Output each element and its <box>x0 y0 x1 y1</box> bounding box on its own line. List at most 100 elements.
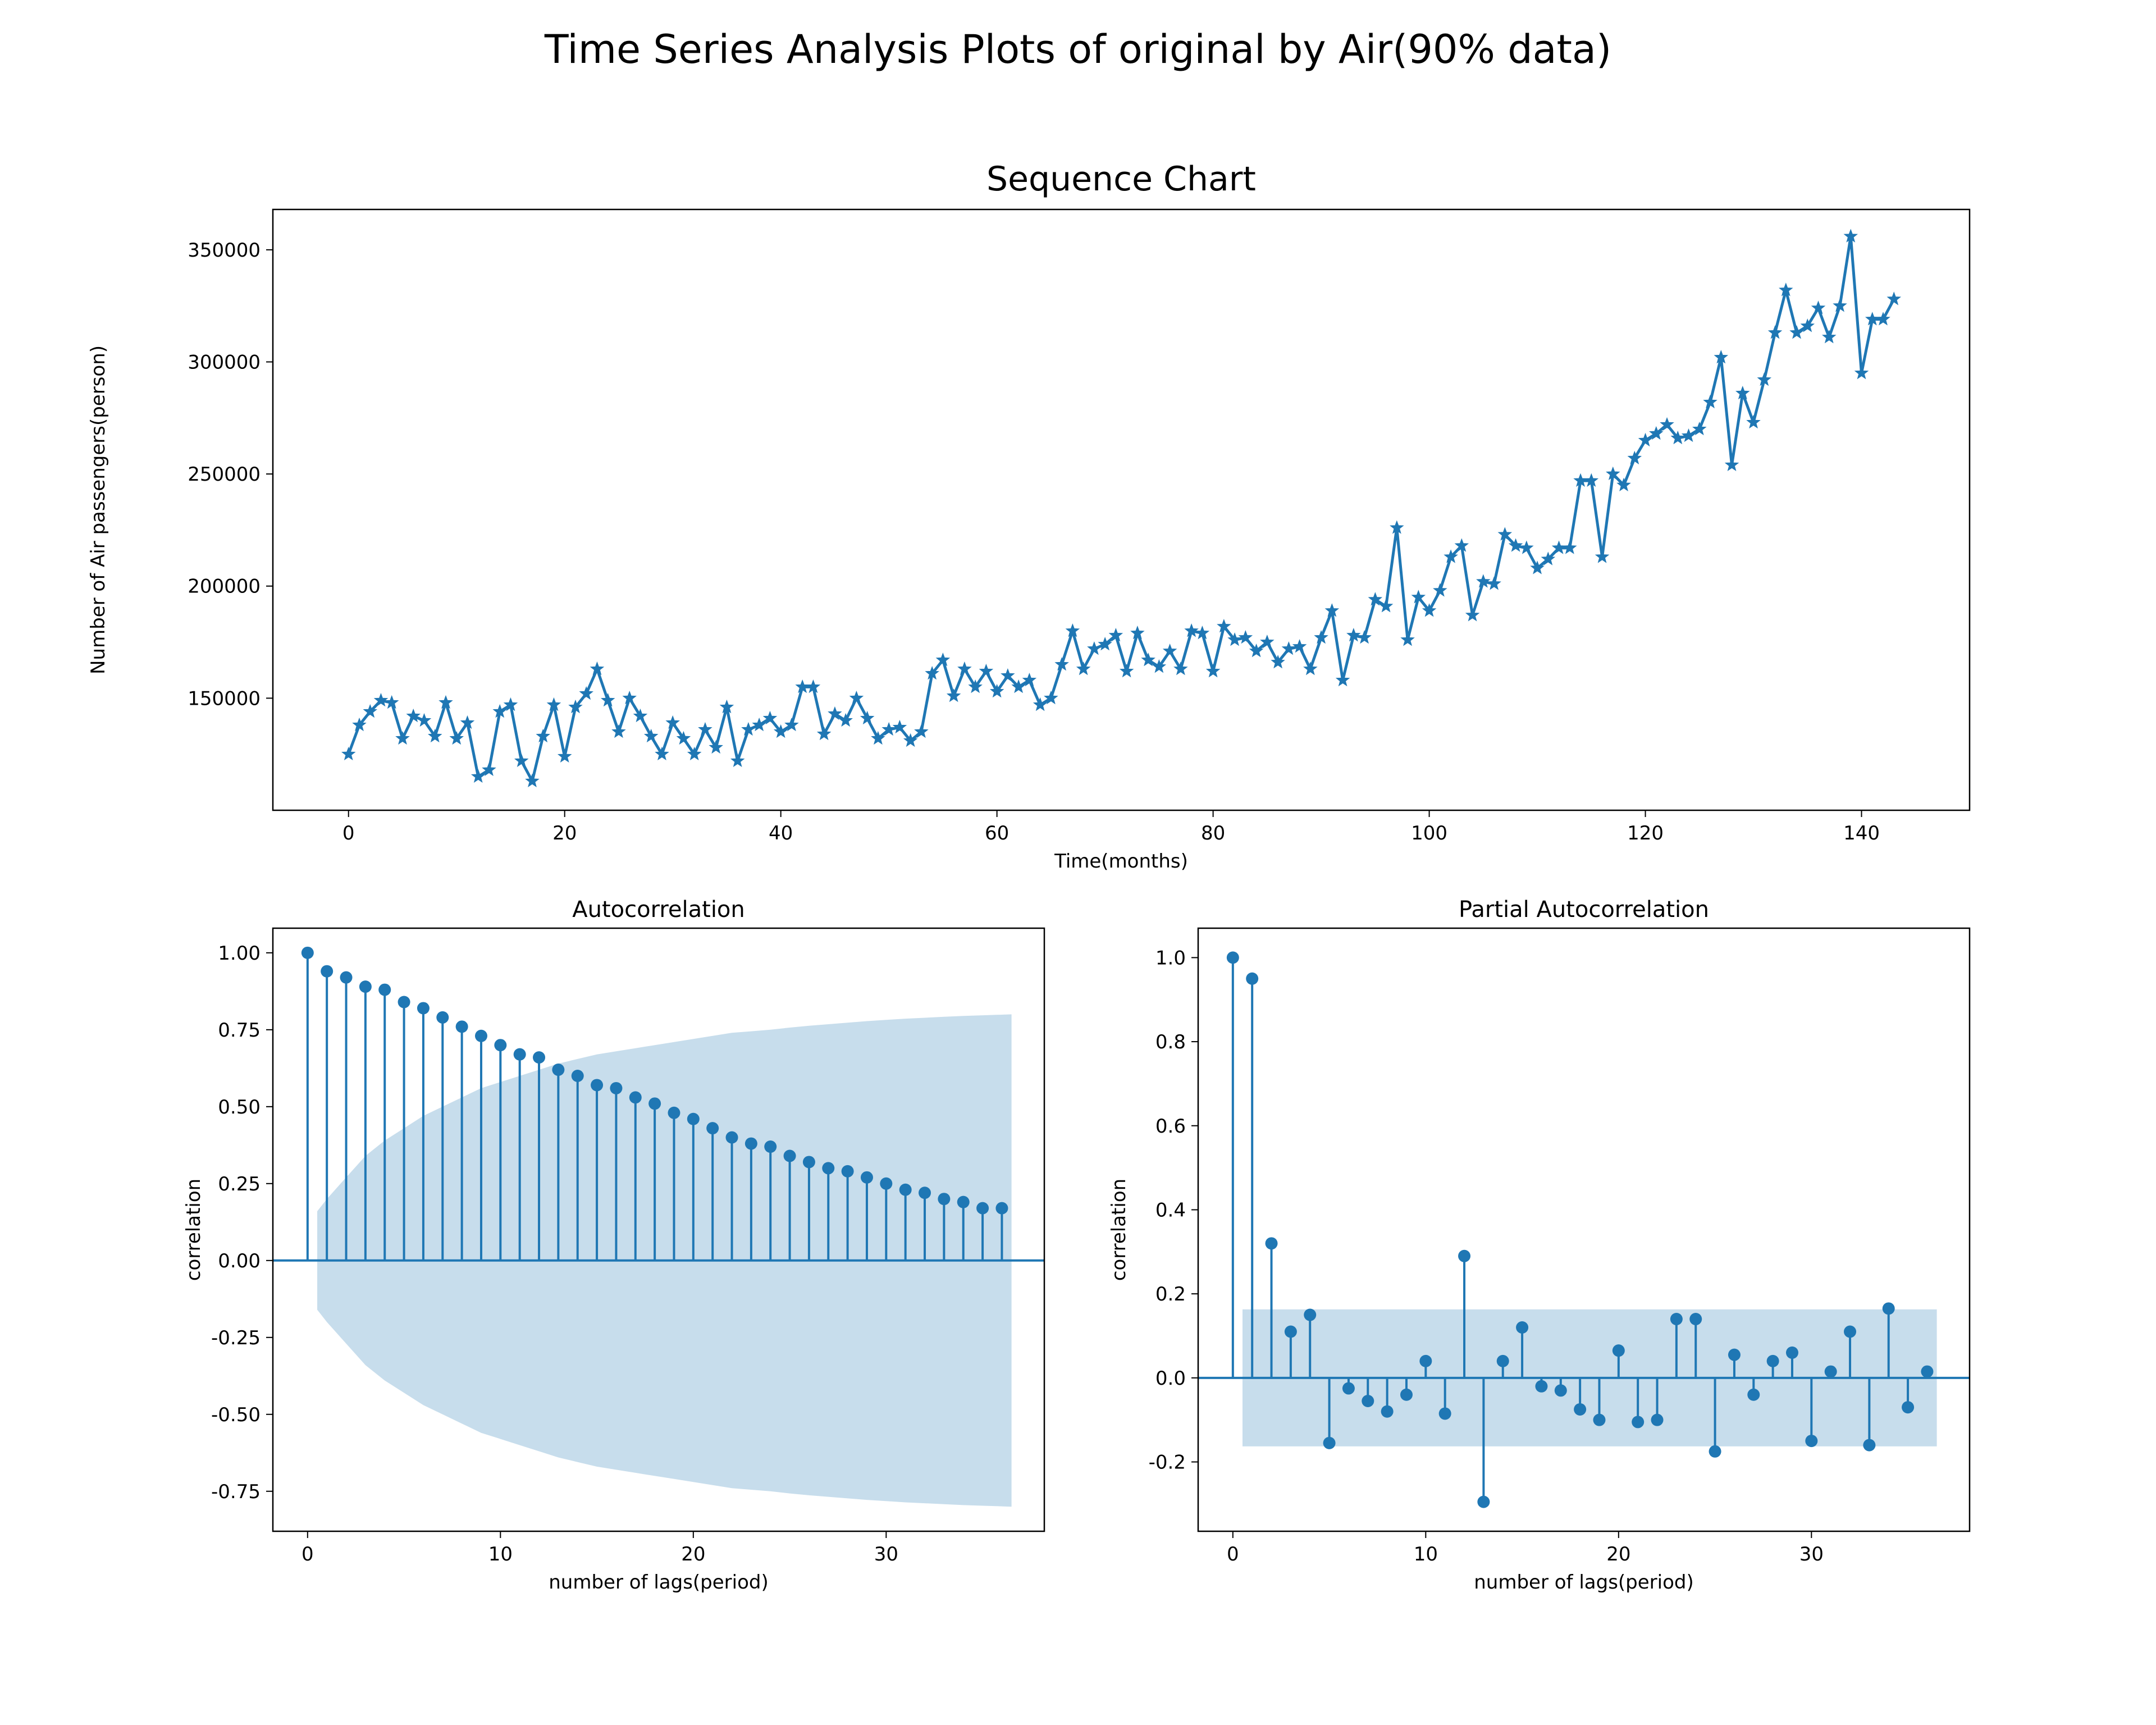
data-point-star <box>536 728 550 743</box>
data-point-star <box>427 728 442 743</box>
stem-marker <box>919 1186 931 1199</box>
stem-marker <box>359 980 372 993</box>
plot-frame <box>272 927 1045 1532</box>
data-point-star <box>1649 426 1664 440</box>
stem-marker <box>1400 1388 1413 1401</box>
data-point-star <box>1260 635 1275 649</box>
y-tick-label: -0.50 <box>211 1404 261 1426</box>
x-tick-label: 100 <box>1411 822 1447 845</box>
stem-marker <box>1554 1384 1567 1397</box>
data-point-star <box>1335 673 1350 687</box>
data-point-star <box>925 666 939 680</box>
stem-marker <box>1362 1394 1374 1407</box>
stem-marker <box>1670 1313 1683 1326</box>
x-tick-label: 0 <box>1227 1543 1239 1566</box>
data-point-star <box>1314 630 1328 644</box>
plot-frame <box>272 208 1971 811</box>
data-point-star <box>1703 394 1718 409</box>
data-point-star <box>503 697 518 711</box>
data-point-star <box>806 679 821 693</box>
data-point-star <box>665 715 680 729</box>
data-point-star <box>1724 457 1739 472</box>
stem-marker <box>938 1193 951 1206</box>
x-tick-label: 30 <box>1799 1543 1824 1566</box>
x-tick-label: 20 <box>681 1543 705 1566</box>
data-point-star <box>1746 414 1761 429</box>
x-axis-label: Time(months) <box>1054 850 1188 873</box>
stem-marker <box>1419 1354 1432 1367</box>
stem-marker <box>455 1020 468 1033</box>
x-tick-label: 80 <box>1201 822 1225 845</box>
data-point-star <box>438 695 453 709</box>
data-point-star <box>590 661 605 676</box>
data-point-star <box>600 692 615 707</box>
data-point-star <box>1433 583 1447 597</box>
data-point-star <box>698 722 712 736</box>
stem-marker <box>841 1165 854 1178</box>
data-point-star <box>838 713 853 727</box>
stem-marker <box>1921 1365 1934 1378</box>
stem-marker <box>802 1156 815 1169</box>
stem-marker <box>494 1039 507 1052</box>
data-point-star <box>1162 644 1177 658</box>
data-point-star <box>1227 632 1242 646</box>
stem-marker <box>321 965 334 978</box>
data-point-star <box>1087 641 1102 655</box>
y-tick-label: 0.8 <box>1155 1031 1186 1053</box>
data-point-star <box>946 688 961 702</box>
data-point-star <box>881 722 896 736</box>
data-point-star <box>1876 312 1890 326</box>
data-point-star <box>676 731 691 745</box>
data-point-star <box>849 690 864 705</box>
data-point-star <box>1735 385 1750 400</box>
y-tick-label: 350000 <box>188 239 261 262</box>
data-point-star <box>1465 608 1480 622</box>
stem-marker <box>1709 1445 1721 1458</box>
stem-marker <box>1246 972 1259 985</box>
y-tick-label: -0.75 <box>211 1481 261 1503</box>
y-axis-label: correlation <box>182 1179 205 1281</box>
stem-marker <box>687 1112 700 1125</box>
data-point-star <box>935 652 951 667</box>
data-point-star <box>1281 641 1296 655</box>
data-point-star <box>1357 630 1372 644</box>
y-tick-label: 0.2 <box>1155 1283 1186 1306</box>
data-point-star <box>1184 623 1199 637</box>
data-point-star <box>1324 603 1340 617</box>
data-point-star <box>752 717 766 732</box>
y-tick-label: -0.2 <box>1149 1452 1186 1474</box>
data-point-star <box>1541 551 1556 565</box>
stem-marker <box>1651 1413 1664 1426</box>
data-point-star <box>1303 661 1318 676</box>
data-point-star <box>1779 282 1793 296</box>
y-tick-label: 0.25 <box>218 1173 261 1195</box>
data-point-star <box>1476 574 1491 588</box>
x-tick-label: 60 <box>985 822 1009 845</box>
data-point-star <box>1767 325 1783 339</box>
data-point-star <box>482 762 496 776</box>
data-point-star <box>1054 657 1069 671</box>
stem-marker <box>474 1029 487 1042</box>
data-point-star <box>914 724 929 738</box>
data-point-star <box>1692 421 1707 436</box>
x-tick-label: 120 <box>1627 822 1664 845</box>
stem-marker <box>1902 1401 1915 1414</box>
data-point-star <box>622 690 637 705</box>
data-point-star <box>611 724 626 738</box>
stem-marker <box>301 946 314 959</box>
data-point-star <box>341 746 356 761</box>
figure-suptitle: Time Series Analysis Plots of original b… <box>544 26 1611 72</box>
partial-autocorrelation-chart: Partial Autocorrelation 0 10 20 30 -0.2 0.0 0.2… <box>1108 897 1971 1594</box>
plot-frame <box>1197 927 1971 1532</box>
data-point-star <box>1130 626 1145 640</box>
stem-marker <box>1574 1403 1587 1416</box>
data-point-star <box>1044 690 1058 705</box>
data-point-star <box>1292 639 1307 653</box>
stem-marker <box>340 971 353 984</box>
stem-marker <box>1477 1495 1490 1508</box>
stem-marker <box>533 1051 546 1064</box>
series-line <box>347 235 1895 783</box>
data-point-star <box>1508 538 1523 552</box>
y-tick-label: 300000 <box>188 351 261 373</box>
